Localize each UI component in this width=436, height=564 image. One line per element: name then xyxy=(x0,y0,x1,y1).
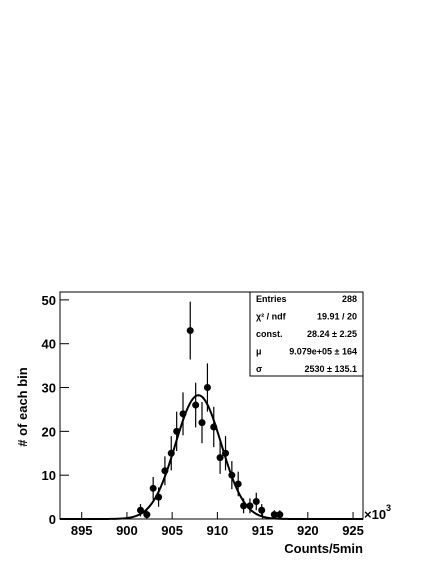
data-point xyxy=(198,419,206,427)
stats-frame xyxy=(249,291,364,377)
x-tick-label: 925 xyxy=(342,523,364,538)
x-tick-label: 915 xyxy=(252,523,274,538)
y-tick-label: 40 xyxy=(42,337,56,352)
stat-value: 2530 ± 135.1 xyxy=(305,364,357,374)
data-point xyxy=(258,506,266,514)
fit-curve xyxy=(60,394,363,520)
stat-value: 9.079e+05 ± 164 xyxy=(289,347,357,357)
data-point xyxy=(192,401,200,409)
stat-label: const. xyxy=(256,329,283,339)
y-tick-label: 50 xyxy=(42,293,56,308)
y-axis-label: # of each bin xyxy=(15,367,30,447)
stat-value: 288 xyxy=(342,294,357,304)
data-point xyxy=(143,511,151,519)
data-point xyxy=(270,511,278,519)
data-point xyxy=(149,484,157,492)
data-point xyxy=(173,427,181,435)
data-point xyxy=(222,449,230,457)
data-point xyxy=(246,502,254,510)
frame xyxy=(59,291,364,520)
data-point xyxy=(210,423,218,431)
data-point xyxy=(234,480,242,488)
y-tick-label: 20 xyxy=(42,424,56,439)
data-point xyxy=(203,384,211,392)
stat-label: μ xyxy=(256,347,262,357)
x-tick-label: 905 xyxy=(161,523,183,538)
stat-value: 28.24 ± 2.25 xyxy=(307,329,357,339)
y-tick-label: 0 xyxy=(49,512,56,527)
x-multiplier: ×10 xyxy=(364,507,386,522)
x-tick-label: 910 xyxy=(207,523,229,538)
data-point xyxy=(228,471,236,479)
data-point xyxy=(155,493,163,501)
data-point xyxy=(186,327,194,335)
stat-value: 19.91 / 20 xyxy=(317,312,357,322)
stat-label: χ² / ndf xyxy=(256,312,287,322)
data-point xyxy=(276,511,284,519)
data-point xyxy=(216,454,224,462)
data-point xyxy=(167,449,175,457)
stat-label: Entries xyxy=(256,294,287,304)
data-point xyxy=(136,506,144,514)
x-multiplier-exponent: 3 xyxy=(386,503,391,513)
data-point xyxy=(252,497,260,505)
data-point xyxy=(161,467,169,475)
stats-box: Entries 288 χ² / ndf 19.91 / 20 const. 28.24 … xyxy=(249,291,364,377)
x-axis-label: Counts/5min xyxy=(284,541,363,556)
data-point xyxy=(240,502,248,510)
stat-label: σ xyxy=(256,364,262,374)
data-point xyxy=(179,410,187,418)
x-tick-label: 900 xyxy=(116,523,138,538)
y-tick-label: 30 xyxy=(42,381,56,396)
x-tick-label: 920 xyxy=(297,523,319,538)
x-tick-label: 895 xyxy=(71,523,93,538)
y-tick-label: 10 xyxy=(42,468,56,483)
